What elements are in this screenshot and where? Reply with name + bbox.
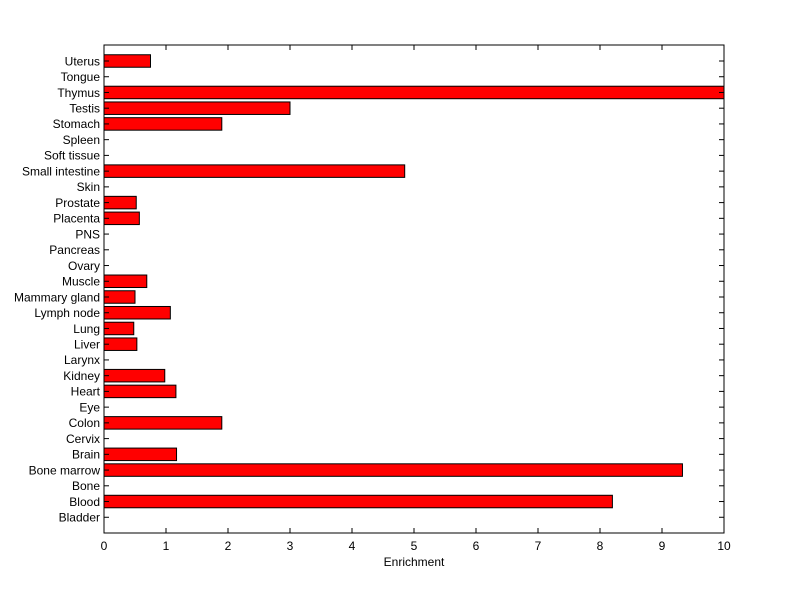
bar-lymph-node [103,305,171,320]
y-tick-label: Kidney [63,369,100,383]
y-tick-label: Prostate [55,196,100,210]
y-tick-label: Lymph node [34,306,100,320]
bar-colon [103,416,223,430]
bar-placenta [103,211,140,226]
y-tick-label: Muscle [62,275,100,289]
x-tick-label: 3 [287,539,294,553]
y-tick-label: Ovary [68,259,100,273]
y-tick-label: Brain [72,448,100,462]
y-tick-label: Bladder [59,511,100,525]
y-tick-label: Lung [73,322,100,336]
x-tick-label: 4 [349,539,356,553]
x-tick-label: 9 [659,539,666,553]
x-tick-label: 10 [717,539,731,553]
x-tick-label: 1 [163,539,170,553]
x-tick-label: 6 [473,539,480,553]
y-tick-label: Liver [74,337,100,351]
bar-brain [103,447,178,462]
y-tick-label: Bone marrow [29,463,101,477]
y-tick-label: Stomach [53,117,100,131]
x-tick-label: 0 [101,539,108,553]
bar-blood [103,494,613,509]
y-tick-label: Heart [71,385,101,399]
y-tick-label: Colon [69,416,100,430]
bar-kidney [103,368,166,383]
x-axis-label: Enrichment [384,555,445,569]
y-tick-label: PNS [75,227,100,241]
y-tick-label: Mammary gland [14,290,100,304]
x-tick-label: 2 [225,539,232,553]
y-tick-label: Spleen [63,133,100,147]
y-tick-label: Uterus [65,54,100,68]
y-tick-label: Pancreas [49,243,100,257]
x-tick-label: 8 [597,539,604,553]
y-tick-label: Placenta [53,212,100,226]
y-tick-label: Thymus [57,86,100,100]
y-tick-label: Tongue [61,70,101,84]
y-tick-label: Testis [69,101,100,115]
bar-muscle [103,274,148,289]
y-tick-label: Bone [72,479,100,493]
x-ticks-layer: 0 1 2 3 4 5 6 7 8 9 10 [101,45,731,553]
y-tick-label: Blood [69,495,100,509]
bar-testis [103,101,291,115]
y-tick-label: Eye [79,400,100,414]
y-tick-label: Skin [77,180,100,194]
y-tick-label: Larynx [64,353,100,367]
bar-small-intestine [103,164,406,178]
bar-heart [103,384,177,399]
bar-stomach [103,117,223,131]
y-tick-label: Cervix [66,432,100,446]
y-tick-label: Small intestine [22,164,100,178]
x-tick-label: 5 [411,539,418,553]
bar-thymus [103,85,725,100]
x-tick-label: 7 [535,539,542,553]
y-tick-label: Soft tissue [44,149,100,163]
bars-layer [103,54,725,509]
bar-uterus [103,54,151,68]
bar-bone-marrow [103,463,683,477]
